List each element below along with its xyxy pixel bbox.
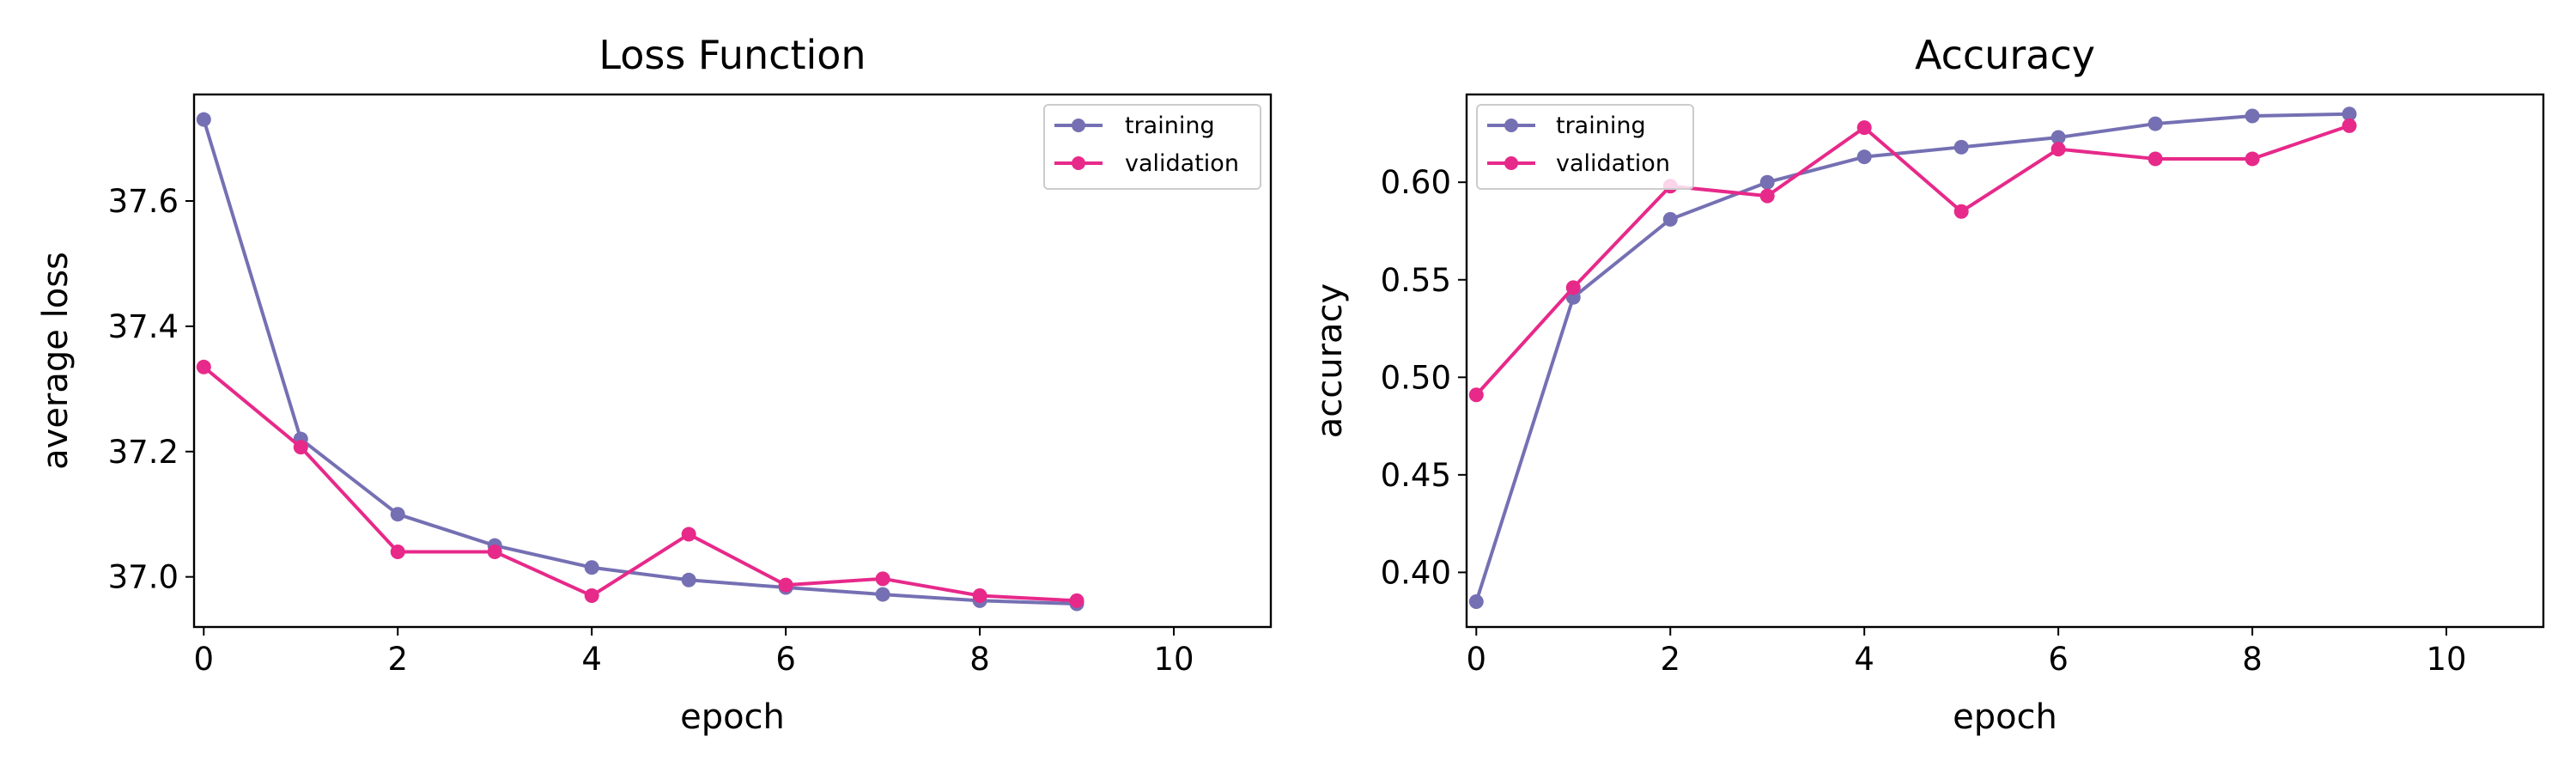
loss-training-point — [196, 112, 211, 127]
loss-training-line — [202, 119, 1078, 606]
x-tick-label: 6 — [775, 641, 796, 678]
y-tick-label: 37.2 — [108, 434, 179, 471]
x-tick-label: 6 — [2048, 641, 2069, 678]
loss-validation-point — [293, 440, 308, 455]
x-tick-label: 0 — [1467, 641, 1487, 678]
loss-validation-point — [681, 526, 696, 542]
legend-training-marker — [1504, 119, 1518, 132]
loss-chart-legend: training validation — [1043, 104, 1261, 190]
accuracy-validation-point — [1565, 280, 1581, 295]
loss-validation-point — [1069, 593, 1084, 608]
loss-validation-point — [875, 571, 890, 587]
y-tick-label: 0.55 — [1381, 262, 1451, 299]
loss-chart-ylabel: average loss — [36, 252, 76, 470]
x-tick-label: 2 — [1660, 641, 1680, 678]
y-tick-label: 37.4 — [108, 308, 179, 345]
accuracy-chart-legend: training validation — [1476, 104, 1694, 190]
accuracy-training-point — [2342, 107, 2357, 122]
x-tick-label: 4 — [1854, 641, 1874, 678]
loss-chart-plot-frame — [192, 93, 1273, 629]
accuracy-validation-point — [2148, 151, 2163, 167]
legend-validation-label: validation — [1556, 150, 1670, 177]
accuracy-chart-xlabel: epoch — [1953, 697, 2057, 737]
accuracy-chart: Accuracy epoch accuracy 0 2 4 6 8 100.400.450… — [1310, 32, 2545, 737]
accuracy-training-point — [1468, 593, 1484, 609]
accuracy-validation-point — [1856, 120, 1872, 136]
loss-training-point — [681, 572, 696, 587]
accuracy-training-point — [2050, 130, 2066, 145]
accuracy-validation-point — [2050, 142, 2066, 157]
loss-validation-point — [778, 577, 793, 593]
x-tick-label: 8 — [2242, 641, 2263, 678]
accuracy-chart-ylabel: accuracy — [1310, 283, 1350, 438]
x-tick-label: 0 — [194, 641, 215, 678]
y-tick-label: 0.50 — [1381, 359, 1451, 396]
x-tick-label: 10 — [2426, 641, 2466, 678]
accuracy-chart-ticks: 0 2 4 6 8 10 0.40 0.45 0.50 0.55 0.60 — [1381, 164, 2467, 678]
legend-validation-marker — [1072, 156, 1085, 170]
loss-chart-xlabel: epoch — [680, 697, 785, 737]
legend-training-label: training — [1125, 113, 1215, 139]
accuracy-validation-point — [2245, 151, 2260, 167]
accuracy-chart-title: Accuracy — [1915, 32, 2095, 78]
y-tick-label: 0.60 — [1381, 164, 1451, 201]
accuracy-training-point — [2245, 108, 2260, 124]
loss-validation-point — [390, 544, 405, 559]
loss-training-point — [390, 507, 405, 522]
legend-training-label: training — [1556, 113, 1646, 139]
loss-validation-point — [487, 544, 502, 559]
x-tick-label: 8 — [969, 641, 990, 678]
loss-chart: Loss Function epoch average loss 0 2 4 6 8 10… — [36, 32, 1273, 737]
accuracy-training-line — [1474, 112, 2350, 603]
legend-training-marker — [1072, 119, 1085, 132]
x-tick-label: 4 — [581, 641, 602, 678]
loss-training-point — [875, 587, 890, 602]
accuracy-training-point — [1662, 211, 1678, 227]
accuracy-validation-line — [1474, 124, 2350, 397]
loss-validation-point — [972, 588, 987, 604]
legend-validation-label: validation — [1125, 150, 1239, 177]
accuracy-training-point — [1856, 149, 1872, 165]
y-tick-label: 0.40 — [1381, 554, 1451, 591]
accuracy-chart-lines — [1468, 107, 2357, 609]
accuracy-training-point — [1953, 139, 1969, 155]
y-tick-label: 37.6 — [108, 183, 179, 220]
loss-chart-lines — [196, 112, 1084, 612]
y-tick-label: 37.0 — [108, 559, 179, 596]
loss-training-point — [584, 560, 599, 575]
accuracy-validation-point — [1759, 188, 1775, 204]
accuracy-validation-point — [1468, 387, 1484, 403]
x-tick-label: 2 — [387, 641, 408, 678]
x-tick-label: 10 — [1153, 641, 1194, 678]
loss-validation-point — [584, 588, 599, 604]
accuracy-training-point — [2148, 116, 2163, 131]
loss-chart-title: Loss Function — [598, 32, 866, 78]
accuracy-validation-point — [1953, 204, 1969, 219]
legend-validation-marker — [1504, 156, 1518, 170]
loss-chart-ticks: 0 2 4 6 8 10 37.0 37.2 37.4 37.6 — [108, 183, 1194, 678]
loss-validation-point — [196, 359, 211, 374]
accuracy-training-point — [1759, 174, 1775, 190]
accuracy-validation-point — [2342, 118, 2357, 133]
y-tick-label: 0.45 — [1381, 457, 1451, 494]
accuracy-chart-plot-frame — [1465, 93, 2545, 629]
loss-validation-line — [203, 365, 1078, 603]
